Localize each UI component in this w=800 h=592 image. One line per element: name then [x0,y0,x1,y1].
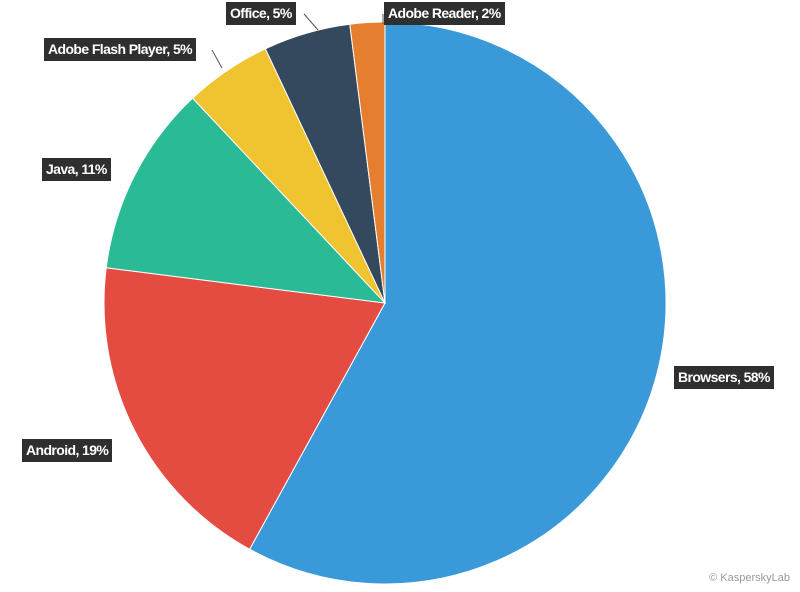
leader-line [211,49,223,69]
leader-line [303,13,319,31]
data-label: Office, 5% [226,2,296,25]
credit: © KasperskyLab [709,572,790,584]
data-label: Java, 11% [42,158,111,181]
pie-slice [105,97,387,304]
data-label: Android, 19% [22,439,113,462]
data-label: Browsers, 58% [674,366,774,389]
data-label: Adobe Flash Player, 5% [44,38,196,61]
pie-slice [248,21,667,585]
pie-slice [103,267,386,550]
data-label: Adobe Reader, 2% [384,2,505,25]
